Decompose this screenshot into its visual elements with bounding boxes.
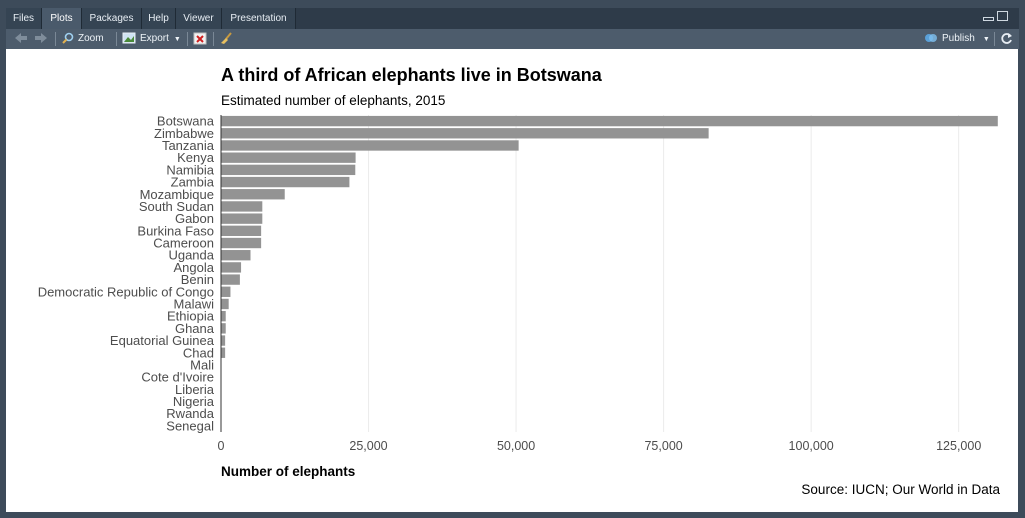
- broom-icon: [221, 32, 232, 44]
- plots-toolbar: Zoom Export ▼ Publish ▼: [6, 29, 1019, 49]
- bar-south-sudan: [221, 201, 263, 212]
- y-tick-label: Benin: [181, 272, 214, 287]
- bar-democratic-republic-of-congo: [221, 286, 231, 297]
- tab-viewer[interactable]: Viewer: [176, 8, 222, 29]
- y-tick-label: Malawi: [174, 296, 215, 311]
- refresh-button[interactable]: [1000, 29, 1017, 49]
- chart-subtitle: Estimated number of elephants, 2015: [221, 93, 445, 108]
- y-tick-label: Kenya: [177, 150, 215, 165]
- bar-ethiopia: [221, 310, 226, 322]
- tab-plots[interactable]: Plots: [42, 8, 82, 29]
- bar-equatorial-guinea: [221, 335, 226, 346]
- export-button[interactable]: Export ▼: [122, 29, 181, 49]
- bar-kenya: [221, 152, 356, 163]
- bar-burkina-faso: [221, 225, 262, 237]
- tab-files[interactable]: Files: [6, 8, 42, 29]
- y-tick-label: Liberia: [175, 382, 215, 397]
- bar-zambia: [221, 176, 350, 188]
- y-tick-label: Angola: [174, 260, 215, 275]
- maximize-icon[interactable]: [997, 11, 1008, 21]
- bar-angola: [221, 262, 242, 273]
- y-tick-label: Zambia: [171, 175, 215, 190]
- x-axis-label: Number of elephants: [221, 464, 355, 479]
- y-tick-label: Mozambique: [140, 187, 214, 202]
- y-tick-label: Equatorial Guinea: [110, 333, 215, 348]
- export-label: Export: [140, 33, 169, 44]
- bar-tanzania: [221, 140, 519, 151]
- y-tick-label: Cameroon: [153, 236, 214, 251]
- plot-area: Botswana Zimbabwe Tanzania Kenya Namibia Zamb…: [6, 49, 1018, 512]
- chart-caption: Source: IUCN; Our World in Data: [801, 482, 1000, 497]
- bar-benin: [221, 274, 240, 285]
- y-tick-label: Namibia: [166, 162, 214, 177]
- toolbar-separator: [994, 32, 995, 46]
- chart-title: A third of African elephants live in Bot…: [221, 65, 603, 85]
- chevron-down-icon: ▼: [982, 36, 990, 43]
- y-tick-label: Nigeria: [173, 394, 215, 409]
- window-controls: [983, 11, 1011, 23]
- magnifier-icon: [62, 33, 74, 45]
- bar-botswana: [221, 115, 998, 127]
- bar-ghana: [221, 323, 226, 334]
- export-image-icon: [122, 32, 136, 44]
- y-tick-label: Tanzania: [162, 138, 215, 153]
- y-tick-label: Ethiopia: [167, 309, 215, 324]
- y-tick-label: Senegal: [166, 418, 214, 433]
- pane-tab-bar: Files Plots Packages Help Viewer Present…: [6, 8, 1019, 29]
- tab-help[interactable]: Help: [142, 8, 176, 29]
- publish-button[interactable]: Publish ▼: [924, 29, 990, 49]
- tab-packages[interactable]: Packages: [82, 8, 142, 29]
- x-tick-label: 50,000: [497, 439, 535, 453]
- publish-icon: [925, 34, 937, 43]
- remove-plot-icon: [193, 32, 207, 45]
- x-tick-label: 125,000: [936, 439, 981, 453]
- bar-namibia: [221, 164, 356, 176]
- refresh-icon: [1001, 32, 1012, 44]
- minimize-icon[interactable]: [983, 17, 994, 21]
- y-tick-label: Chad: [183, 345, 214, 360]
- back-button[interactable]: [14, 29, 32, 49]
- x-tick-label: 0: [218, 439, 225, 453]
- bar-mozambique: [221, 189, 285, 200]
- y-tick-label: Burkina Faso: [137, 223, 214, 238]
- zoom-label: Zoom: [78, 33, 104, 44]
- tab-presentation[interactable]: Presentation: [222, 8, 296, 29]
- y-tick-label: Botswana: [157, 114, 215, 129]
- publish-label: Publish: [942, 33, 975, 44]
- arrow-left-icon: [15, 33, 27, 44]
- y-tick-label: Uganda: [168, 248, 214, 263]
- toolbar-separator: [55, 32, 56, 46]
- bar-chart: BotswanaZimbabweTanzaniaKenyaNamibiaZamb…: [38, 65, 1001, 497]
- toolbar-separator: [187, 32, 188, 46]
- toolbar-separator: [213, 32, 214, 46]
- chevron-down-icon: ▼: [173, 36, 181, 43]
- arrow-right-icon: [35, 33, 47, 44]
- forward-button[interactable]: [34, 29, 52, 49]
- clear-plots-button[interactable]: [219, 29, 237, 49]
- bar-zimbabwe: [221, 128, 709, 139]
- bar-gabon: [221, 213, 263, 224]
- y-tick-label: Zimbabwe: [154, 126, 214, 141]
- bar-cameroon: [221, 237, 262, 249]
- y-tick-label: Rwanda: [166, 406, 214, 421]
- bar-chad: [221, 347, 226, 358]
- x-tick-label: 100,000: [789, 439, 834, 453]
- y-tick-label: Gabon: [175, 211, 214, 226]
- y-tick-label: Mali: [190, 357, 214, 372]
- y-tick-label: Ghana: [175, 321, 215, 336]
- remove-plot-button[interactable]: [193, 29, 211, 49]
- bar-malawi: [221, 298, 229, 310]
- y-tick-label: Cote d'Ivoire: [141, 370, 214, 385]
- zoom-button[interactable]: Zoom: [62, 29, 104, 49]
- y-tick-label: South Sudan: [139, 199, 214, 214]
- x-tick-label: 75,000: [644, 439, 682, 453]
- toolbar-separator: [116, 32, 117, 46]
- y-tick-label: Democratic Republic of Congo: [38, 284, 214, 299]
- bar-uganda: [221, 250, 251, 261]
- x-tick-label: 25,000: [349, 439, 387, 453]
